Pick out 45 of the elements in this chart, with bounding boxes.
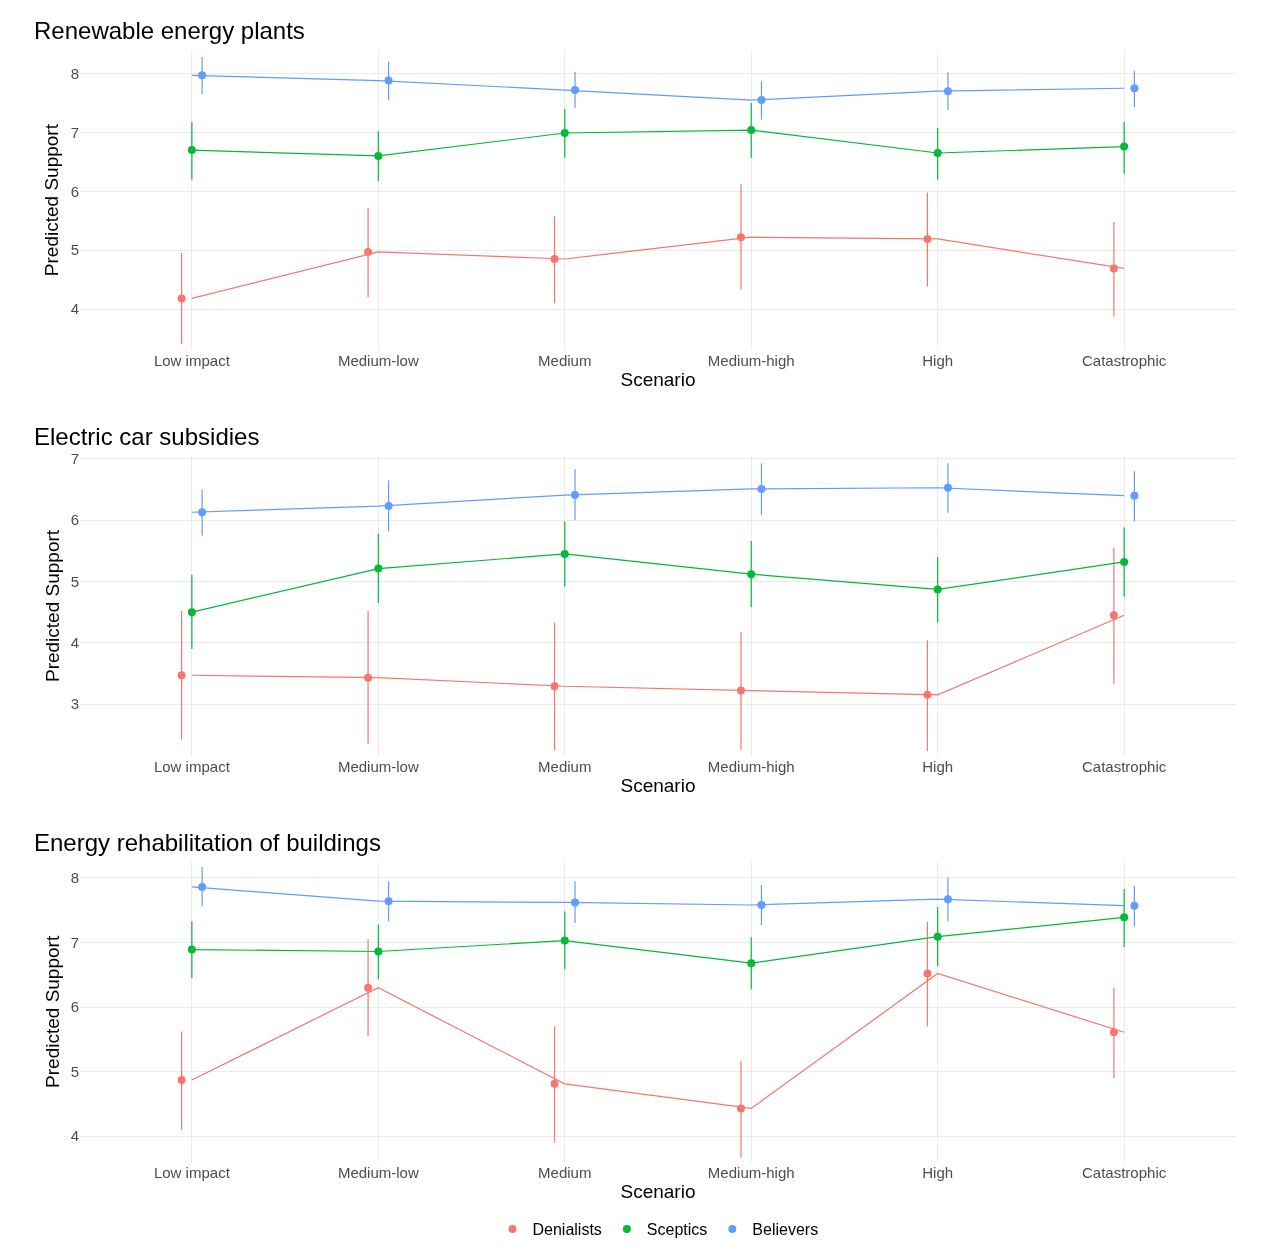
legend-label: Believers bbox=[752, 1221, 819, 1239]
x-tick-label: Low impact bbox=[153, 352, 231, 370]
x-tick-label: Medium bbox=[538, 758, 592, 776]
y-tick-label: 4 bbox=[70, 634, 79, 652]
x-tick-label: Medium-high bbox=[707, 1164, 795, 1181]
x-tick-label: Medium bbox=[538, 1164, 592, 1181]
y-tick-label: 6 bbox=[70, 511, 79, 529]
x-tick-label: Medium-high bbox=[707, 758, 795, 776]
y-axis-title: Predicted Support bbox=[41, 123, 63, 277]
y-tick-label: 6 bbox=[70, 182, 79, 200]
x-tick-label: Low impact bbox=[153, 758, 231, 776]
y-tick-label: 7 bbox=[70, 450, 79, 468]
y-tick-label: 5 bbox=[70, 1062, 79, 1080]
x-tick-label: High bbox=[922, 352, 954, 370]
x-axis-title: Scenario bbox=[620, 774, 696, 796]
y-tick-label: 7 bbox=[70, 933, 79, 951]
chart-title: Electric car subsidies bbox=[34, 423, 260, 450]
x-axis-title: Scenario bbox=[620, 1180, 696, 1202]
y-tick-label: 4 bbox=[70, 1127, 79, 1145]
x-tick-label: Medium-low bbox=[337, 352, 419, 370]
x-tick-label: Medium bbox=[538, 352, 592, 370]
x-tick-label: Medium-low bbox=[337, 758, 419, 776]
chart-title: Renewable energy plants bbox=[34, 17, 305, 44]
chart-title: Energy rehabilitation of buildings bbox=[34, 829, 381, 856]
x-tick-label: Catastrophic bbox=[1082, 1164, 1167, 1181]
y-tick-label: 8 bbox=[70, 64, 79, 82]
x-tick-label: Low impact bbox=[153, 1164, 231, 1181]
y-tick-label: 7 bbox=[70, 123, 79, 141]
y-tick-label: 8 bbox=[70, 869, 79, 887]
y-tick-label: 3 bbox=[70, 695, 79, 713]
x-tick-label: Medium-low bbox=[337, 1164, 419, 1181]
y-tick-label: 4 bbox=[70, 300, 79, 318]
x-tick-label: Catastrophic bbox=[1082, 758, 1167, 776]
y-axis-title: Predicted Support bbox=[41, 529, 63, 683]
y-tick-label: 6 bbox=[70, 998, 79, 1016]
x-tick-label: Medium-high bbox=[707, 352, 795, 370]
y-tick-label: 5 bbox=[70, 572, 79, 590]
y-axis-title: Predicted Support bbox=[41, 935, 63, 1088]
y-tick-label: 5 bbox=[70, 241, 79, 259]
x-tick-label: High bbox=[922, 758, 954, 776]
x-tick-label: High bbox=[922, 1164, 954, 1181]
x-tick-label: Catastrophic bbox=[1082, 352, 1167, 370]
legend-label: Denialists bbox=[532, 1221, 602, 1239]
x-axis-title: Scenario bbox=[620, 369, 696, 391]
legend-label: Sceptics bbox=[646, 1221, 708, 1239]
